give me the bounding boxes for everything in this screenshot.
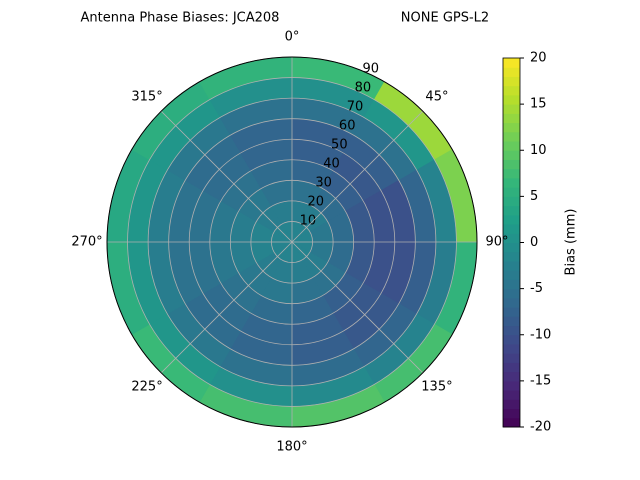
- chart-title: Antenna Phase Biases: JCA208: [81, 11, 280, 26]
- colorbar-swatch: [503, 343, 520, 354]
- colorbar: -20 -15 -10 -5 0 5 10 15 20: [502, 51, 551, 435]
- r-tick-label: 10: [300, 214, 317, 229]
- r-tick-label: 50: [331, 138, 348, 153]
- r-tick-label: 80: [355, 81, 372, 96]
- colorbar-swatch: [503, 233, 520, 243]
- colorbar-swatch: [503, 141, 520, 151]
- theta-tick-label: 315°: [131, 90, 162, 105]
- colorbar-swatch: [503, 297, 520, 308]
- colorbar-swatch: [503, 131, 520, 142]
- grid-spoke: [160, 241, 293, 374]
- colorbar-swatch: [503, 177, 520, 188]
- colorbar-swatch: [503, 408, 520, 419]
- grid-spoke: [291, 241, 424, 374]
- colorbar-tick-label: -10: [530, 327, 551, 342]
- colorbar-swatch: [503, 113, 520, 124]
- colorbar-swatch: [503, 307, 520, 317]
- colorbar-swatch: [503, 242, 520, 253]
- r-tick-label: 40: [323, 157, 340, 172]
- theta-tick-label: 225°: [131, 379, 162, 394]
- colorbar-swatch: [503, 288, 520, 299]
- colorbar-swatch: [503, 417, 520, 428]
- colorbar-swatch: [503, 270, 520, 280]
- colorbar-swatch: [503, 94, 520, 105]
- r-tick-label: 60: [339, 119, 356, 134]
- colorbar-swatch: [503, 371, 520, 382]
- colorbar-swatch: [503, 251, 520, 262]
- colorbar-swatch: [503, 205, 520, 216]
- grid-spoke: [291, 110, 424, 243]
- colorbar-swatch: [503, 85, 520, 96]
- colorbar-swatch: [503, 224, 520, 234]
- theta-tick-label: 0°: [285, 30, 300, 45]
- chart-subtitle: NONE GPS-L2: [401, 11, 489, 26]
- theta-tick-label: 135°: [421, 379, 452, 394]
- r-tick-label: 20: [307, 195, 324, 210]
- colorbar-swatch: [503, 104, 520, 114]
- theta-tick-label: 90°: [485, 235, 508, 250]
- theta-tick-label: 180°: [276, 440, 307, 455]
- colorbar-tick-label: -5: [530, 281, 543, 296]
- colorbar-swatch: [503, 196, 520, 207]
- colorbar-swatch: [503, 150, 520, 160]
- polar-frame: [106, 56, 478, 428]
- colorbar-swatch: [503, 168, 520, 179]
- colorbar-tick-label: 10: [530, 143, 547, 158]
- colorbar-swatch: [503, 399, 520, 410]
- colorbar-swatch: [503, 214, 520, 225]
- colorbar-swatch: [503, 390, 520, 400]
- colorbar-swatch: [503, 380, 520, 391]
- colorbar-swatch: [503, 67, 520, 77]
- grid-spoke: [160, 110, 293, 243]
- colorbar-tick-label: 0: [530, 235, 538, 250]
- colorbar-swatch: [503, 76, 520, 87]
- colorbar-swatch: [503, 122, 520, 133]
- colorbar-tick-label: 5: [530, 189, 538, 204]
- colorbar-swatch: [503, 325, 520, 336]
- colorbar-swatch: [503, 187, 520, 197]
- colorbar-swatch: [503, 353, 520, 363]
- colorbar-swatch: [503, 159, 520, 170]
- theta-tick-label: 270°: [71, 235, 102, 250]
- colorbar-tick-label: 15: [530, 97, 547, 112]
- r-tick-label: 70: [347, 100, 364, 115]
- colorbar-swatch: [503, 58, 520, 68]
- colorbar-swatch: [503, 260, 520, 271]
- colorbar-label: Bias (mm): [564, 209, 579, 276]
- colorbar-tick-label: -20: [530, 420, 551, 435]
- r-tick-label: 30: [315, 176, 332, 191]
- colorbar-swatch: [503, 334, 520, 345]
- colorbar-tick-label: -15: [530, 373, 551, 388]
- colorbar-swatch: [503, 279, 520, 290]
- theta-tick-label: 45°: [425, 90, 448, 105]
- colorbar-swatch: [503, 316, 520, 327]
- colorbar-tick-label: 20: [530, 51, 547, 66]
- colorbar-swatch: [503, 362, 520, 373]
